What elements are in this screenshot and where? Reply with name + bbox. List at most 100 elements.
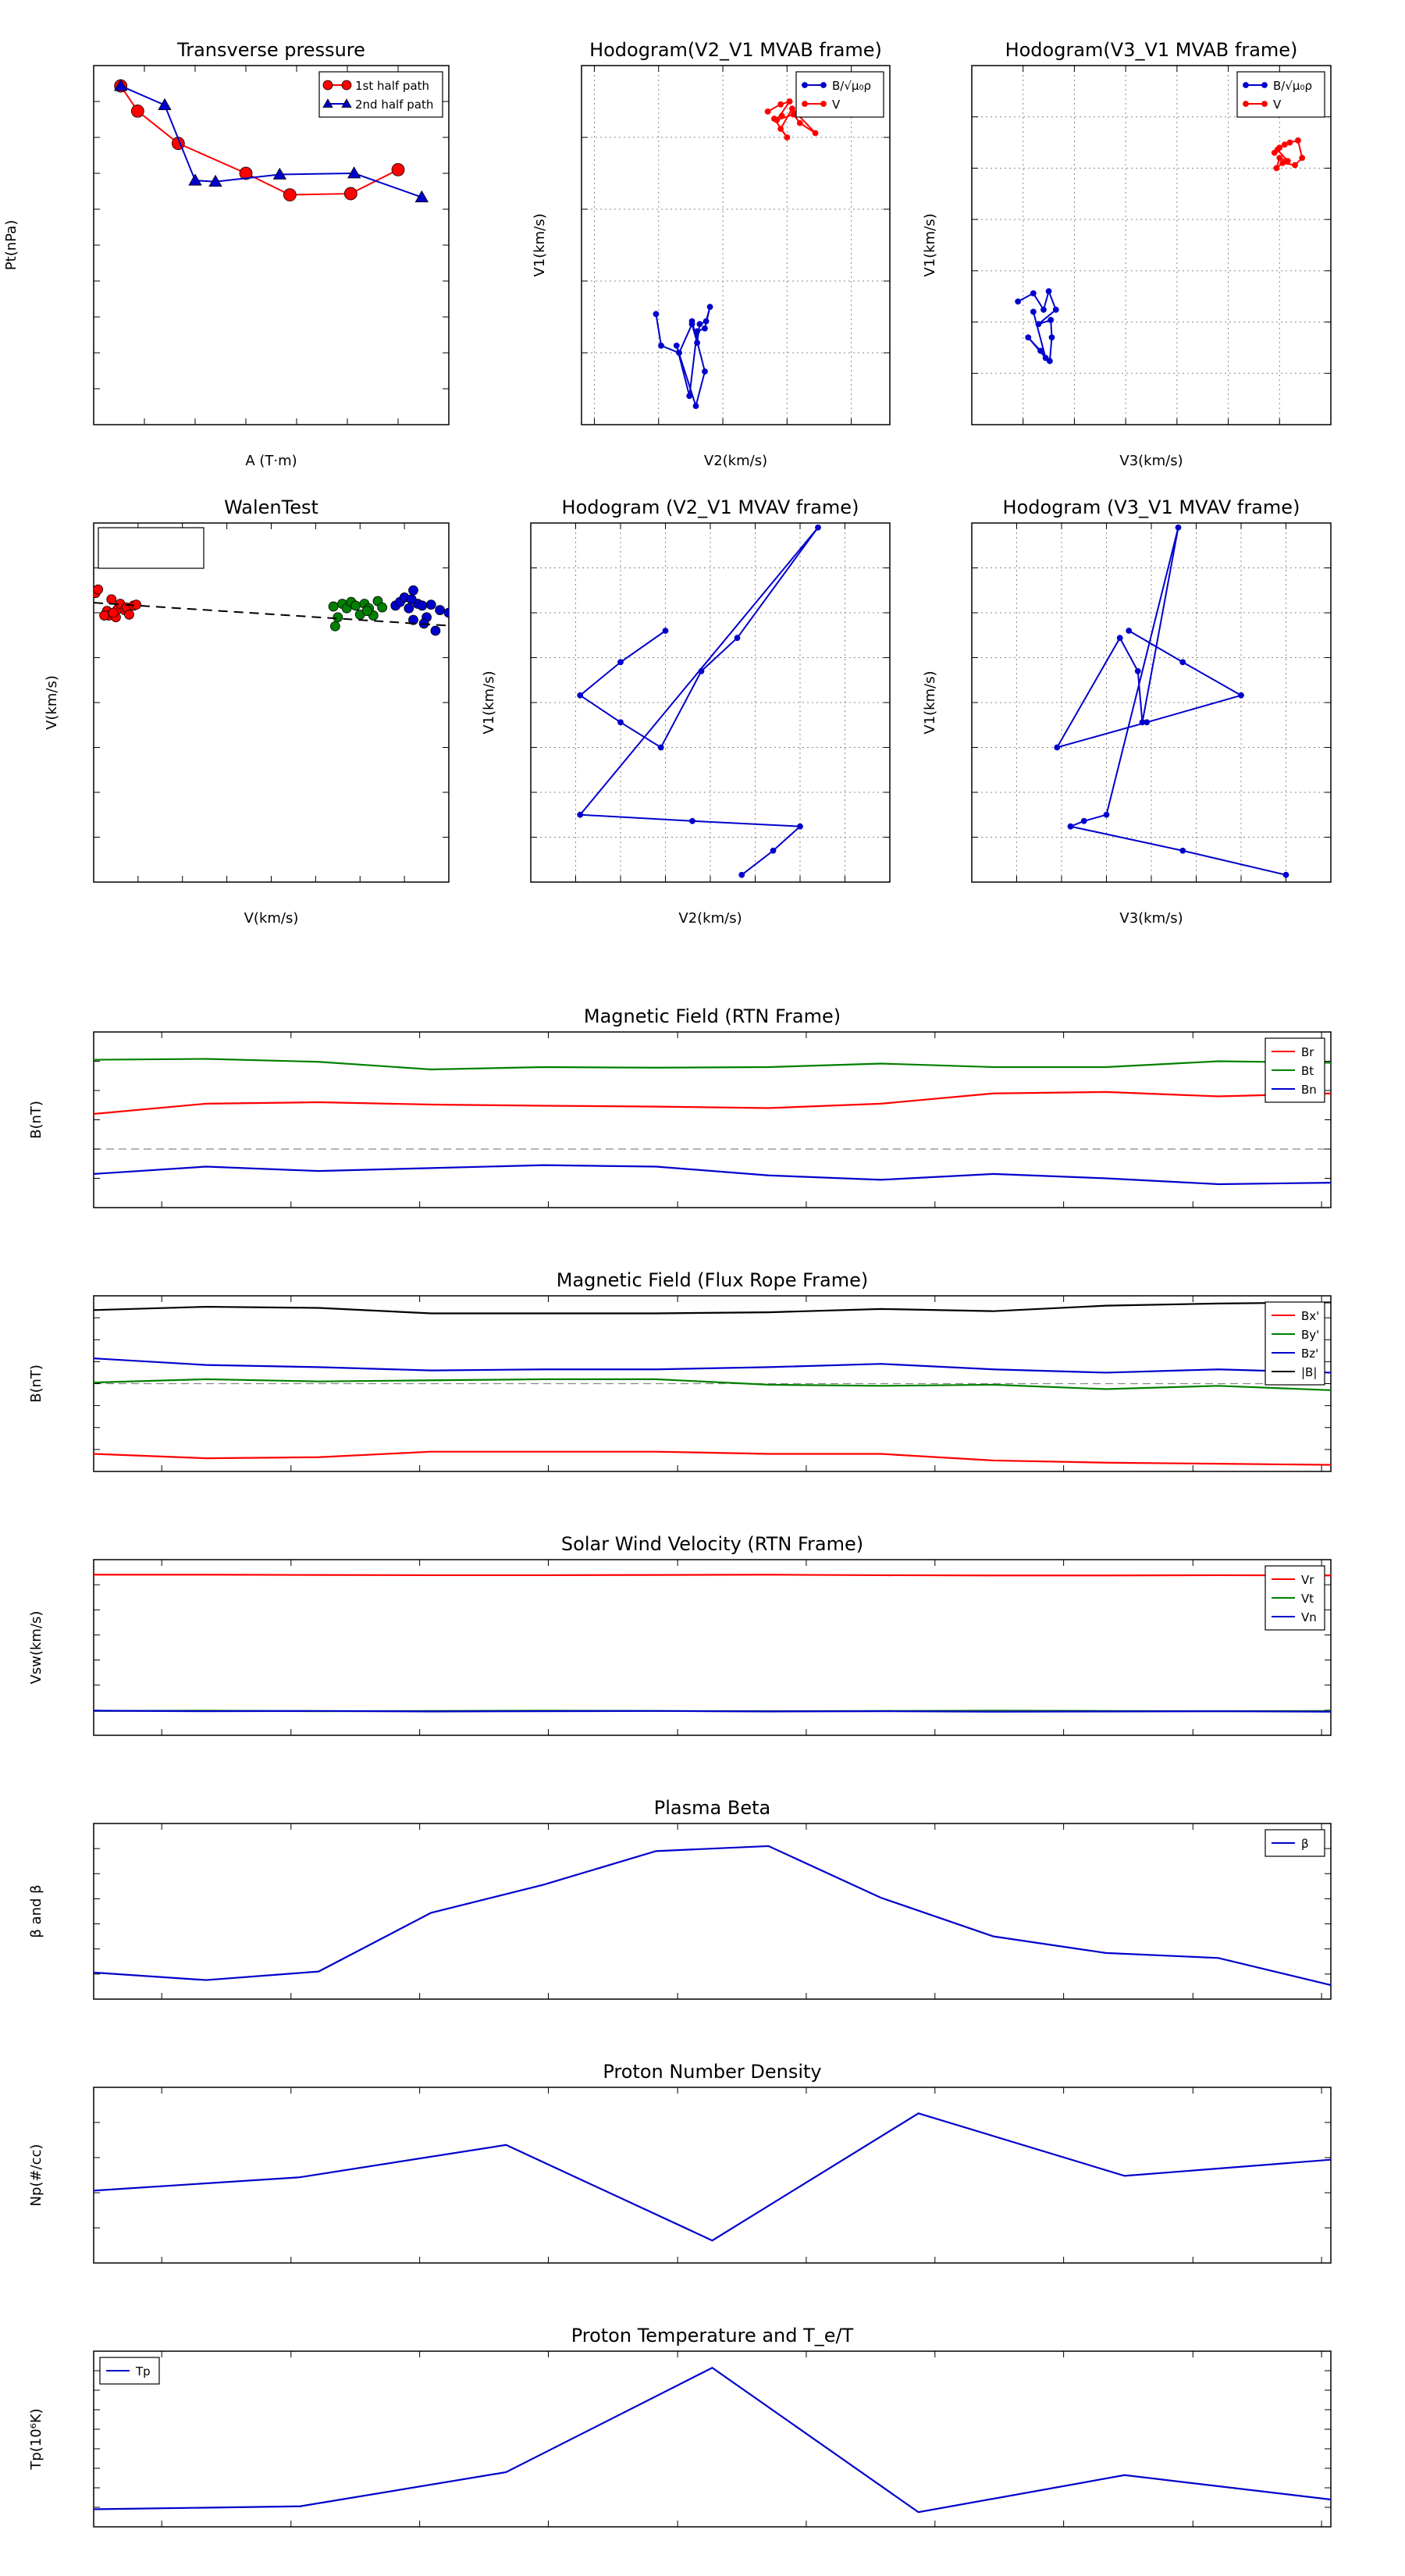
data-point [99,610,110,621]
chart-title: Magnetic Field (RTN Frame) [584,1005,841,1027]
series-line-Bx' [94,1450,1331,1466]
data-point [770,847,777,854]
legend: B/√μ₀ρ V [795,71,884,118]
legend-label: Vt [1301,1592,1314,1606]
legend-label: 2nd half path [355,98,433,112]
legend-marker [820,101,827,107]
data-point [1054,744,1061,751]
data-point [698,667,705,674]
legend-box [318,71,443,118]
y-axis-label: V(km/s) [44,675,60,730]
data-point [784,134,791,141]
chart-title: Hodogram (V2_V1 MVAV frame) [562,496,859,518]
legend-label: Tp [135,2364,151,2379]
data-point [1042,354,1049,361]
legend-label: 1st half path [355,79,429,93]
data-point [158,98,172,111]
data-point [1025,334,1032,341]
data-point [283,188,297,202]
data-point [272,167,287,180]
data-point [1274,146,1281,153]
series-line-|B| [94,1301,1331,1315]
data-point [377,602,388,613]
data-point [1045,288,1052,295]
plot-area [94,2112,1331,2242]
data-point [208,174,222,187]
data-point [1279,159,1286,166]
data-point [1282,871,1289,878]
series-line-Br [94,1091,1331,1115]
legend-label: β [1301,1837,1309,1851]
y-axis-label: Np(#/cc) [28,2144,44,2207]
data-point [329,621,340,632]
data-point [1179,847,1186,854]
chart-title: Proton Temperature and T_e/T [571,2325,854,2347]
plot-area [1054,524,1289,878]
data-point [1030,290,1037,297]
legend-marker [802,101,808,107]
data-point [696,321,703,328]
data-point [577,692,584,699]
chart-title: Plasma Beta [654,1797,770,1819]
legend-label: V [1273,98,1282,112]
y-axis-label: Pt(nPa) [3,220,20,270]
legend-box [1236,71,1325,118]
data-point [812,130,819,137]
series-line-Tp [94,2366,1331,2514]
legend: Vr Vt Vn [1264,1565,1325,1631]
regression-line [94,602,449,627]
data-point [658,342,664,349]
legend-label: By' [1301,1328,1319,1342]
legend-label: Bt [1301,1064,1314,1078]
legend-label: B/√μ₀ρ [1273,79,1312,93]
y-axis-label: Tp(10⁶K) [28,2408,44,2470]
data-point [113,79,128,91]
legend-label: Vr [1301,1573,1314,1587]
legend-label: B/√μ₀ρ [832,79,871,93]
data-point [361,606,372,617]
plasma-beta-chart: Plasma Beta β and β β [28,1797,1332,2000]
chart-title: Hodogram(V3_V1 MVAB frame) [1005,39,1298,61]
chart-title: Proton Number Density [603,2061,821,2083]
data-point [425,600,436,610]
data-point [1126,628,1133,634]
plot-area [1015,137,1306,365]
data-point [662,628,669,634]
hodogram-v2-v1-mvab-chart: Hodogram(V2_V1 MVAB frame) V2(km/s) V1(km/… [532,39,891,469]
data-point [1273,165,1280,172]
plot-area [653,98,819,409]
data-point [1080,817,1087,824]
data-point [694,340,701,347]
magnetic-field-flux-rope-chart: Magnetic Field (Flux Rope Frame) B(nT) Bx'… [28,1269,1332,1472]
y-axis-label: β and β [28,1884,44,1937]
legend: 1st half path 2nd half path [318,71,443,118]
data-point [738,871,745,878]
data-point [777,101,784,108]
y-axis-label: V1(km/s) [532,213,548,276]
data-point [430,625,441,636]
data-point [1238,692,1244,699]
axes-frame [93,2350,1332,2528]
legend-marker [1261,82,1268,88]
y-axis-label: V1(km/s) [922,213,938,276]
axes-frame [93,1823,1332,2000]
data-point [686,393,693,400]
data-point [702,318,710,325]
legend-marker [1243,101,1249,107]
legend-marker [322,98,333,108]
data-point [1048,317,1055,323]
data-point [1067,823,1074,830]
transverse-pressure-chart: Transverse pressure A (T·m) Pt(nPa) 1st hal… [3,39,450,469]
hodogram-v3-v1-mvab-chart: Hodogram(V3_V1 MVAB frame) V3(km/s) V1(km/… [922,39,1332,469]
plot-area [94,584,449,636]
legend-marker [341,98,352,108]
legend-marker [322,80,333,91]
data-point [702,325,708,332]
hodogram-v2-v1-mvav-chart: Hodogram (V2_V1 MVAV frame) V2(km/s) V1(km… [481,496,891,927]
legend-label: Bx' [1301,1309,1319,1323]
data-point [408,585,418,596]
legend-label: Vn [1301,1610,1317,1624]
plot-area [94,1058,1331,1186]
data-point [1015,298,1022,305]
